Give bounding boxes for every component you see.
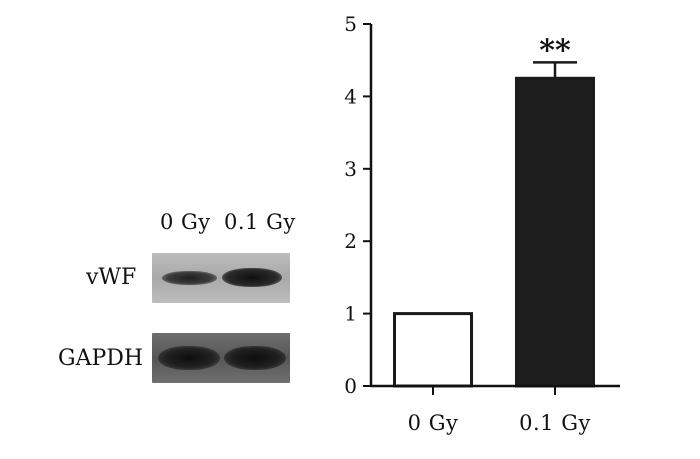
bar-0-gy: [393, 312, 473, 388]
blot-band-vwf-0gy: [162, 271, 217, 285]
x-tick-label: 0.1 Gy: [519, 411, 591, 435]
x-tick-label: 0 Gy: [408, 411, 459, 435]
western-blot-gapdh: [152, 333, 290, 383]
row-label-gapdh: GAPDH: [58, 346, 144, 371]
y-tick-label: 1: [344, 302, 357, 326]
western-blot-vwf: [152, 253, 290, 303]
significance-label: **: [539, 33, 571, 68]
y-tick-label: 4: [344, 84, 357, 108]
y-tick-label: 0: [344, 374, 357, 398]
y-tick-label: 5: [344, 12, 357, 36]
lane-label-0.1gy: 0.1 Gy: [224, 210, 296, 234]
blot-band-gapdh-0gy: [158, 346, 220, 370]
y-tick-label: 3: [344, 157, 357, 181]
blot-band-gapdh-0.1gy: [224, 346, 286, 370]
y-tick-label: 2: [344, 229, 357, 253]
blot-band-vwf-0.1gy: [222, 268, 282, 287]
lane-label-0gy: 0 Gy: [160, 210, 211, 234]
row-label-vwf: vWF: [86, 265, 137, 290]
bar-0.1-gy: [515, 76, 595, 388]
